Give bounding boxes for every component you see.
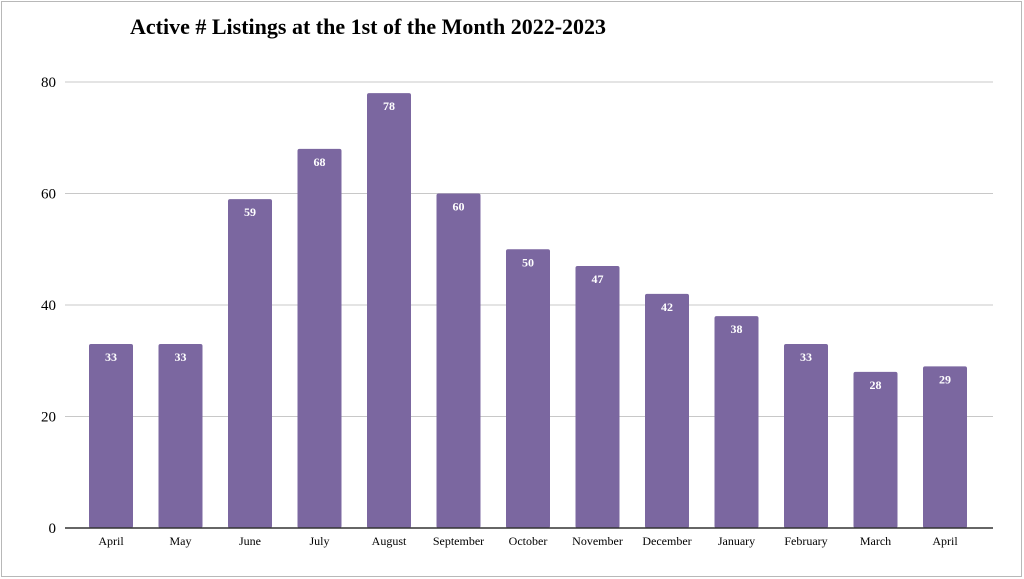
bar: [89, 344, 133, 528]
data-label: 42: [661, 300, 673, 314]
data-label: 60: [453, 200, 465, 214]
y-tick-label: 0: [49, 521, 57, 537]
x-tick-label: September: [433, 534, 484, 548]
y-tick-label: 80: [41, 75, 56, 91]
x-tick-label: August: [372, 534, 407, 548]
x-tick-label: April: [98, 534, 124, 548]
data-label: 38: [731, 322, 743, 336]
bar: [853, 371, 898, 528]
data-label: 59: [244, 205, 256, 219]
x-tick-label: June: [239, 534, 261, 548]
data-label: 33: [175, 350, 187, 364]
chart-title: Active # Listings at the 1st of the Mont…: [130, 14, 607, 39]
bar: [923, 366, 967, 528]
x-tick-label: May: [170, 534, 192, 548]
y-tick-label: 40: [41, 298, 56, 314]
data-label: 28: [870, 378, 882, 392]
bar: [367, 93, 411, 529]
data-label: 78: [383, 99, 395, 113]
x-tick-label: October: [509, 534, 548, 548]
data-label: 68: [314, 155, 326, 169]
x-tick-label: January: [718, 534, 755, 548]
data-label: 47: [592, 272, 604, 286]
bar: [436, 193, 481, 528]
bar: [297, 148, 342, 528]
data-label: 29: [939, 372, 951, 386]
x-tick-label: February: [784, 534, 827, 548]
data-label: 33: [105, 350, 117, 364]
bar: [158, 344, 203, 528]
bar: [714, 316, 759, 528]
x-tick-label: March: [860, 534, 891, 548]
x-tick-label: April: [932, 534, 958, 548]
bar: [506, 249, 550, 528]
bar: [228, 199, 272, 528]
y-tick-label: 60: [41, 187, 56, 203]
y-tick-label: 20: [41, 410, 56, 426]
bar: [645, 293, 689, 528]
x-tick-label: July: [309, 534, 329, 548]
bar: [575, 265, 620, 528]
data-label: 50: [522, 255, 534, 269]
data-label: 33: [800, 350, 812, 364]
x-tick-label: November: [572, 534, 623, 548]
x-tick-label: December: [642, 534, 691, 548]
bar: [784, 344, 828, 528]
